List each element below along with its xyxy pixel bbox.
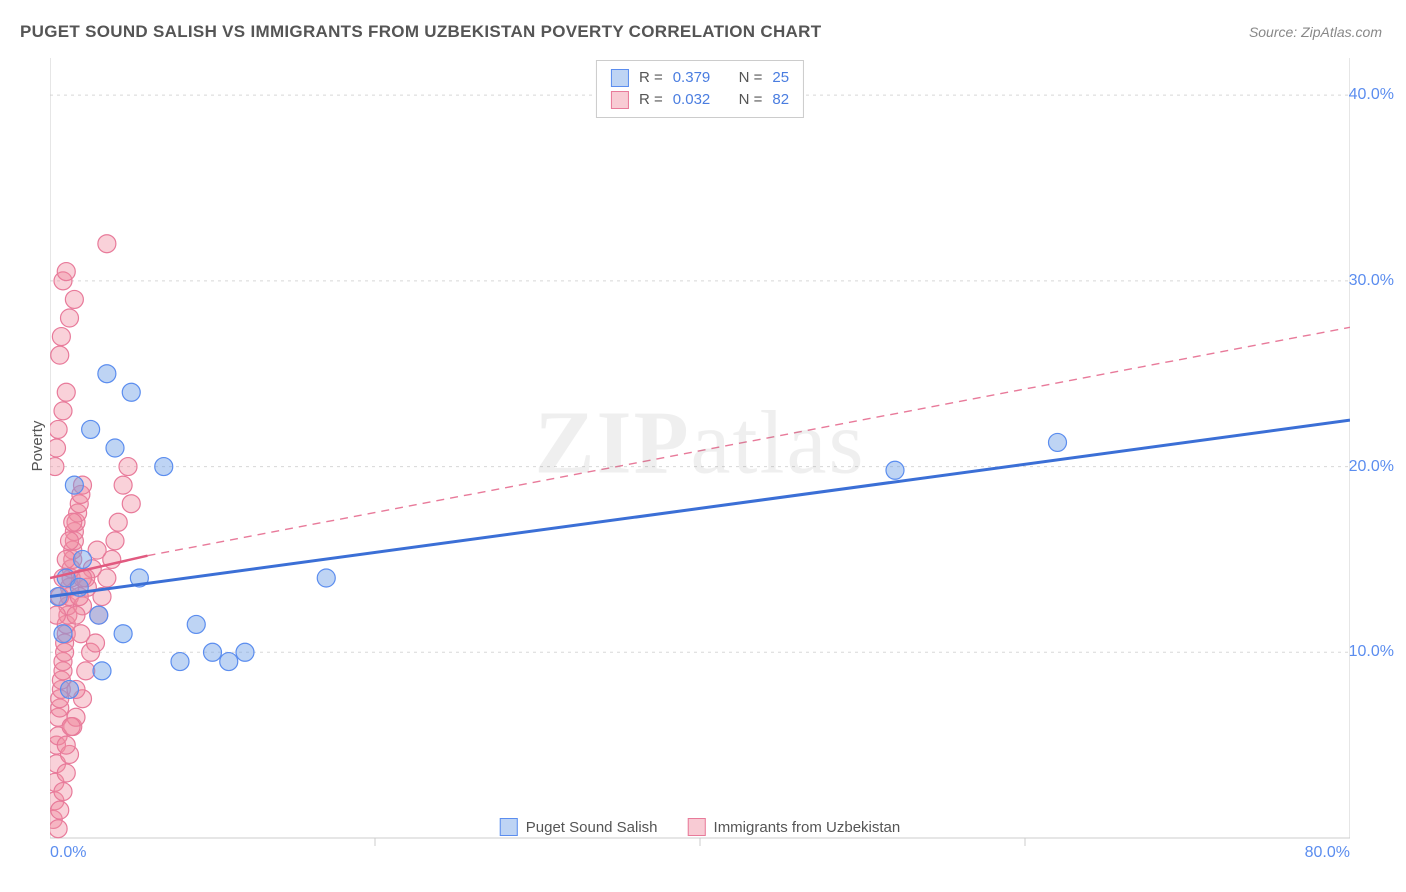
x-tick-label: 80.0% [1305, 844, 1350, 862]
y-tick-label: 10.0% [1349, 643, 1394, 661]
swatch-pink [688, 818, 706, 836]
chart-title: PUGET SOUND SALISH VS IMMIGRANTS FROM UZ… [20, 22, 821, 42]
swatch-pink [611, 91, 629, 109]
legend-label: Immigrants from Uzbekistan [714, 819, 901, 836]
stats-legend: R = 0.379 N = 25 R = 0.032 N = 82 [596, 60, 804, 118]
scatter-plot: ZIPatlas R = 0.379 N = 25 R = 0.032 N = … [50, 58, 1350, 838]
y-tick-label: 30.0% [1349, 272, 1394, 290]
legend-item-blue: Puget Sound Salish [500, 818, 658, 836]
series-legend: Puget Sound Salish Immigrants from Uzbek… [500, 818, 900, 836]
y-tick-label: 40.0% [1349, 86, 1394, 104]
legend-label: Puget Sound Salish [526, 819, 658, 836]
swatch-blue [500, 818, 518, 836]
stats-row-blue: R = 0.379 N = 25 [611, 67, 789, 89]
swatch-blue [611, 69, 629, 87]
y-tick-label: 20.0% [1349, 458, 1394, 476]
legend-item-pink: Immigrants from Uzbekistan [688, 818, 901, 836]
y-axis-label: Poverty [29, 421, 46, 472]
stats-row-pink: R = 0.032 N = 82 [611, 89, 789, 111]
source-attribution: Source: ZipAtlas.com [1249, 24, 1382, 40]
x-tick-label: 0.0% [50, 844, 86, 862]
